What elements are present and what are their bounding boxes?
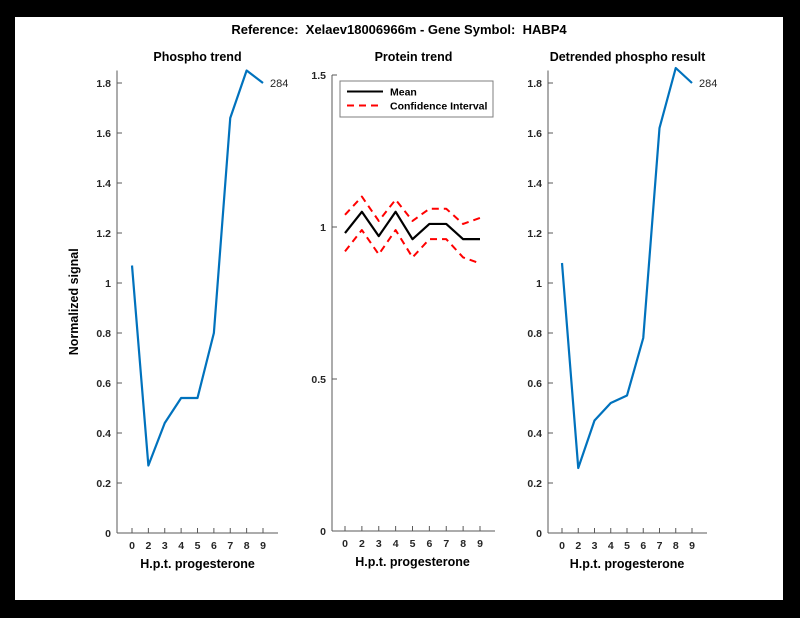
x-tick-label: 5	[195, 540, 201, 552]
y-tick-label: 1.2	[527, 228, 542, 240]
x-tick-label: 7	[443, 538, 449, 550]
legend-entry-label: Mean	[390, 87, 417, 99]
y-tick-label: 0	[105, 528, 111, 540]
x-tick-label: 8	[244, 540, 250, 552]
x-tick-label: 2	[575, 540, 581, 552]
y-tick-label: 0.4	[527, 428, 542, 440]
series-line-mean	[344, 210, 480, 241]
y-tick-label: 1	[105, 278, 111, 290]
x-tick-label: 4	[393, 538, 399, 550]
y-tick-label: 1.5	[311, 70, 326, 82]
x-tick-label: 2	[145, 540, 151, 552]
x-tick-label: 3	[162, 540, 168, 552]
x-tick-label: 3	[376, 538, 382, 550]
x-tick-label: 0	[559, 540, 565, 552]
x-tick-label: 8	[673, 540, 679, 552]
y-tick-label: 1.2	[96, 228, 111, 240]
figure-title: Reference: Xelaev18006966m - Gene Symbol…	[231, 22, 567, 37]
subplot-title: Detrended phospho result	[550, 50, 706, 64]
x-tick-label: 6	[211, 540, 217, 552]
x-axis-label: H.p.t. progesterone	[355, 555, 470, 569]
y-tick-label: 1.6	[96, 128, 111, 140]
x-tick-label: 8	[460, 538, 466, 550]
y-tick-label: 1.4	[96, 178, 111, 190]
y-tick-label: 0	[536, 528, 542, 540]
y-tick-label: 1.6	[527, 128, 542, 140]
x-tick-label: 2	[359, 538, 365, 550]
legend-box	[339, 80, 494, 118]
y-tick-label: 0.5	[311, 374, 326, 386]
y-tick-label: 0.4	[96, 428, 111, 440]
y-tick-label: 0.2	[96, 478, 111, 490]
endpoint-annotation: 284	[699, 78, 717, 90]
legend-entry-label: Confidence Interval	[390, 101, 488, 113]
x-tick-label: 6	[640, 540, 646, 552]
y-tick-label: 1.4	[527, 178, 542, 190]
series-line-phospho	[130, 69, 264, 467]
x-tick-label: 5	[410, 538, 416, 550]
x-axis-label: H.p.t. progesterone	[140, 557, 255, 571]
y-tick-label: 0.2	[527, 478, 542, 490]
subplot-phospho-trend: 00.20.40.60.811.21.41.61.80 2 3 4 5 6 7 8 9Phosp…	[67, 50, 288, 571]
y-tick-label: 1.8	[527, 78, 542, 90]
y-tick-label: 0.8	[527, 328, 542, 340]
subplot-title: Phospho trend	[153, 50, 241, 64]
x-tick-label: 6	[426, 538, 432, 550]
endpoint-annotation: 284	[270, 78, 288, 90]
x-tick-label: 9	[689, 540, 695, 552]
x-tick-label: 0	[129, 540, 135, 552]
subplot-title: Protein trend	[375, 50, 453, 64]
series-line-detrended-phospho	[560, 66, 693, 470]
y-tick-label: 0	[320, 526, 326, 538]
x-tick-label: 7	[657, 540, 663, 552]
x-tick-label: 4	[608, 540, 614, 552]
subplots-canvas: 00.20.40.60.811.21.41.61.80 2 3 4 5 6 7 8 9Phosp…	[67, 50, 717, 571]
series-line-ci-lower	[344, 229, 481, 265]
y-axis-label: Normalized signal	[67, 248, 81, 355]
x-tick-label: 0	[342, 538, 348, 550]
y-tick-label: 0.6	[527, 378, 542, 390]
x-axis-label: H.p.t. progesterone	[570, 557, 685, 571]
x-tick-label: 4	[178, 540, 184, 552]
x-tick-label: 9	[477, 538, 483, 550]
x-tick-label: 7	[227, 540, 233, 552]
y-tick-label: 1.8	[96, 78, 111, 90]
legend: Mean Confidence Interval	[339, 80, 494, 118]
x-tick-label: 5	[624, 540, 630, 552]
subplot-detrended-phospho-result: 00.20.40.60.811.21.41.61.80 2 3 4 5 6 7 8 9Detre…	[527, 50, 717, 571]
y-tick-label: 0.8	[96, 328, 111, 340]
x-tick-label: 3	[592, 540, 598, 552]
y-tick-label: 0.6	[96, 378, 111, 390]
y-tick-label: 1	[320, 222, 326, 234]
figure-canvas: Reference: Xelaev18006966m - Gene Symbol…	[15, 17, 783, 600]
series-line-ci-upper	[344, 195, 481, 225]
y-tick-label: 1	[536, 278, 542, 290]
x-tick-label: 9	[260, 540, 266, 552]
